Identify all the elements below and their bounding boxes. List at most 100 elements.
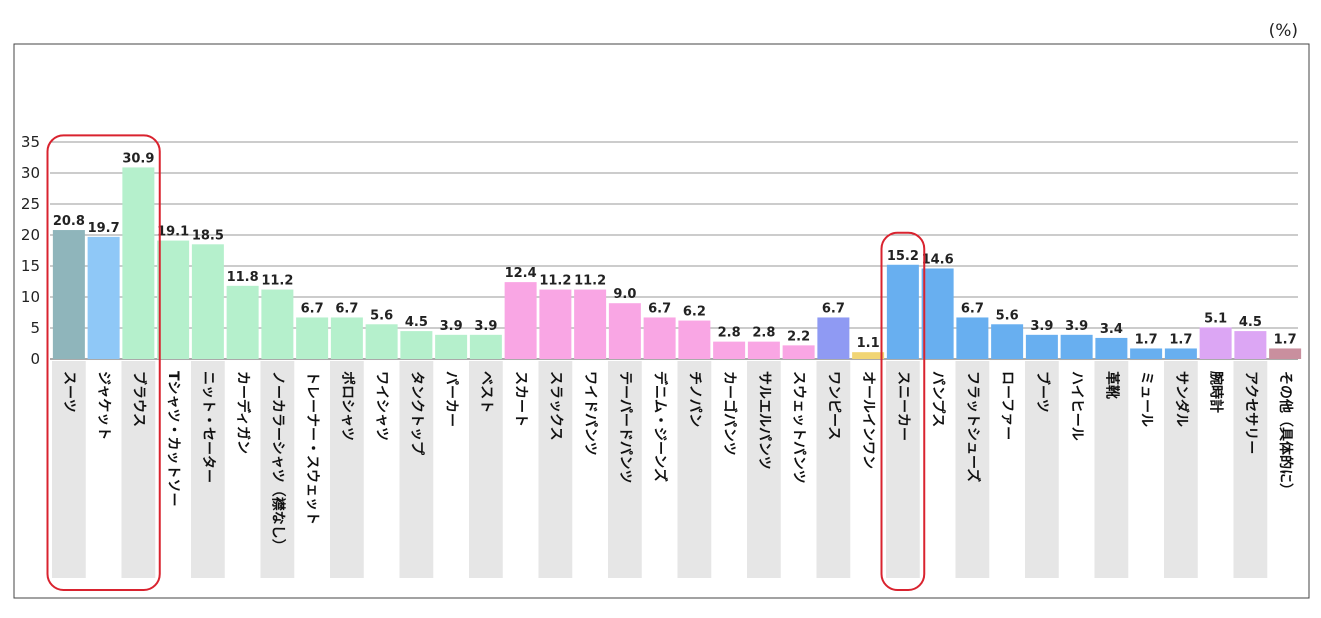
bar (782, 345, 815, 359)
value-label: 2.2 (787, 329, 810, 344)
category-label-bg (677, 361, 712, 578)
bar (886, 264, 919, 359)
bar (504, 282, 537, 359)
category-label-bg (330, 361, 364, 578)
value-label: 6.7 (822, 301, 845, 316)
bar (469, 334, 502, 359)
category-label: 革靴 (1103, 371, 1120, 399)
value-label: 1.7 (1169, 332, 1192, 347)
value-label: 6.7 (961, 301, 984, 316)
value-label: 5.1 (1204, 311, 1227, 326)
category-label: テーパードパンツ (617, 371, 633, 484)
bar (817, 317, 850, 359)
bar (52, 230, 85, 359)
y-tick-label: 35 (21, 133, 40, 151)
category-label: スカート (513, 371, 529, 427)
label-backgrounds (52, 361, 1268, 578)
bar (157, 240, 190, 359)
value-label: 3.9 (474, 319, 497, 334)
category-label: カーゴパンツ (721, 371, 738, 456)
bar (1130, 348, 1163, 359)
value-label: 4.5 (405, 315, 428, 330)
category-label-bg (1025, 361, 1059, 578)
category-label: スラックス (547, 371, 563, 441)
highlight-outline-suit-jacket-blouse (46, 134, 161, 591)
value-label: 6.7 (301, 301, 324, 316)
category-label-bg (1233, 361, 1268, 578)
value-label: 14.6 (922, 252, 954, 267)
bar (539, 289, 572, 359)
category-label: トレーナー・スウェット (304, 371, 320, 525)
y-tick-label: 10 (21, 288, 40, 306)
category-label-bg (1164, 361, 1198, 578)
value-labels: 20.8 19.730.919.1 18.511.8 11.26.7 6.7 5.6 4.5… (53, 151, 1297, 351)
category-label: ワンピース (825, 371, 841, 440)
category-label: 腕時計 (1208, 371, 1225, 413)
category-label: パーカー (443, 371, 459, 427)
category-label: フラットシューズ (964, 371, 981, 482)
value-label: 1.7 (1274, 332, 1297, 347)
value-label: 15.2 (887, 249, 919, 264)
bar (122, 167, 155, 359)
bar (435, 334, 468, 359)
bar (643, 317, 676, 359)
category-label: ポロシャツ (339, 371, 356, 441)
category-labels: スーツ ジャケット ブラウス Tシャツ・カットソー ニット・セーター カーディガン ノーカラ… (61, 371, 1294, 553)
category-label-bg (191, 361, 225, 578)
value-label: 2.8 (718, 326, 741, 341)
value-label: 19.7 (88, 221, 120, 236)
value-label: 6.7 (335, 301, 358, 316)
category-label: ノーカラーシャツ（襟なし） (269, 371, 286, 553)
category-label: サンダル (1173, 371, 1190, 427)
y-tick-label: 25 (21, 195, 40, 213)
y-tick-label: 5 (30, 319, 40, 337)
bar (852, 352, 885, 359)
category-label-bg (52, 361, 86, 578)
value-label: 3.9 (1030, 319, 1053, 334)
value-label: 11.2 (261, 274, 293, 289)
category-label: ベスト (478, 371, 494, 413)
bar (330, 317, 363, 359)
value-label: 30.9 (122, 151, 154, 166)
bar (1269, 348, 1302, 359)
bar (678, 320, 711, 359)
value-label: 3.9 (1065, 319, 1088, 334)
value-label: 11.2 (574, 274, 606, 289)
value-label: 4.5 (1239, 315, 1262, 330)
value-label: 5.6 (370, 308, 393, 323)
category-label: ニット・セーター (200, 371, 216, 483)
value-label: 12.4 (505, 266, 537, 281)
category-label-bg (1094, 361, 1129, 578)
bar (713, 341, 746, 359)
value-label: 11.2 (539, 274, 571, 289)
category-label: ハイヒール (1069, 371, 1085, 441)
value-label: 2.8 (752, 326, 775, 341)
category-label: ワイドパンツ (582, 371, 598, 456)
bar (191, 244, 224, 359)
bar (1060, 334, 1093, 359)
category-label: カーディガン (235, 371, 252, 454)
category-label-bg (121, 361, 156, 578)
value-label: 18.5 (192, 228, 224, 243)
bar (1164, 348, 1197, 359)
bar (400, 331, 433, 359)
category-label: ブラウス (130, 371, 147, 427)
highlight-outlines (46, 134, 926, 591)
highlight-outline-sneaker (880, 231, 926, 591)
category-label: ジャケット (96, 371, 112, 440)
category-label: パンプス (930, 371, 946, 427)
bar (921, 268, 954, 359)
category-label: チノパン (686, 371, 702, 427)
bar (956, 317, 989, 359)
value-label: 11.8 (227, 270, 259, 285)
y-tick-label: 0 (30, 350, 40, 368)
value-label: 9.0 (613, 287, 636, 302)
value-label: 3.4 (1100, 322, 1123, 337)
bar (261, 289, 294, 359)
category-label: Tシャツ・カットソー (165, 371, 181, 507)
bar (1025, 334, 1058, 359)
y-tick-label: 15 (21, 257, 40, 275)
plot-frame (13, 43, 1310, 599)
bar (1199, 327, 1232, 359)
category-label-bg (538, 361, 573, 578)
